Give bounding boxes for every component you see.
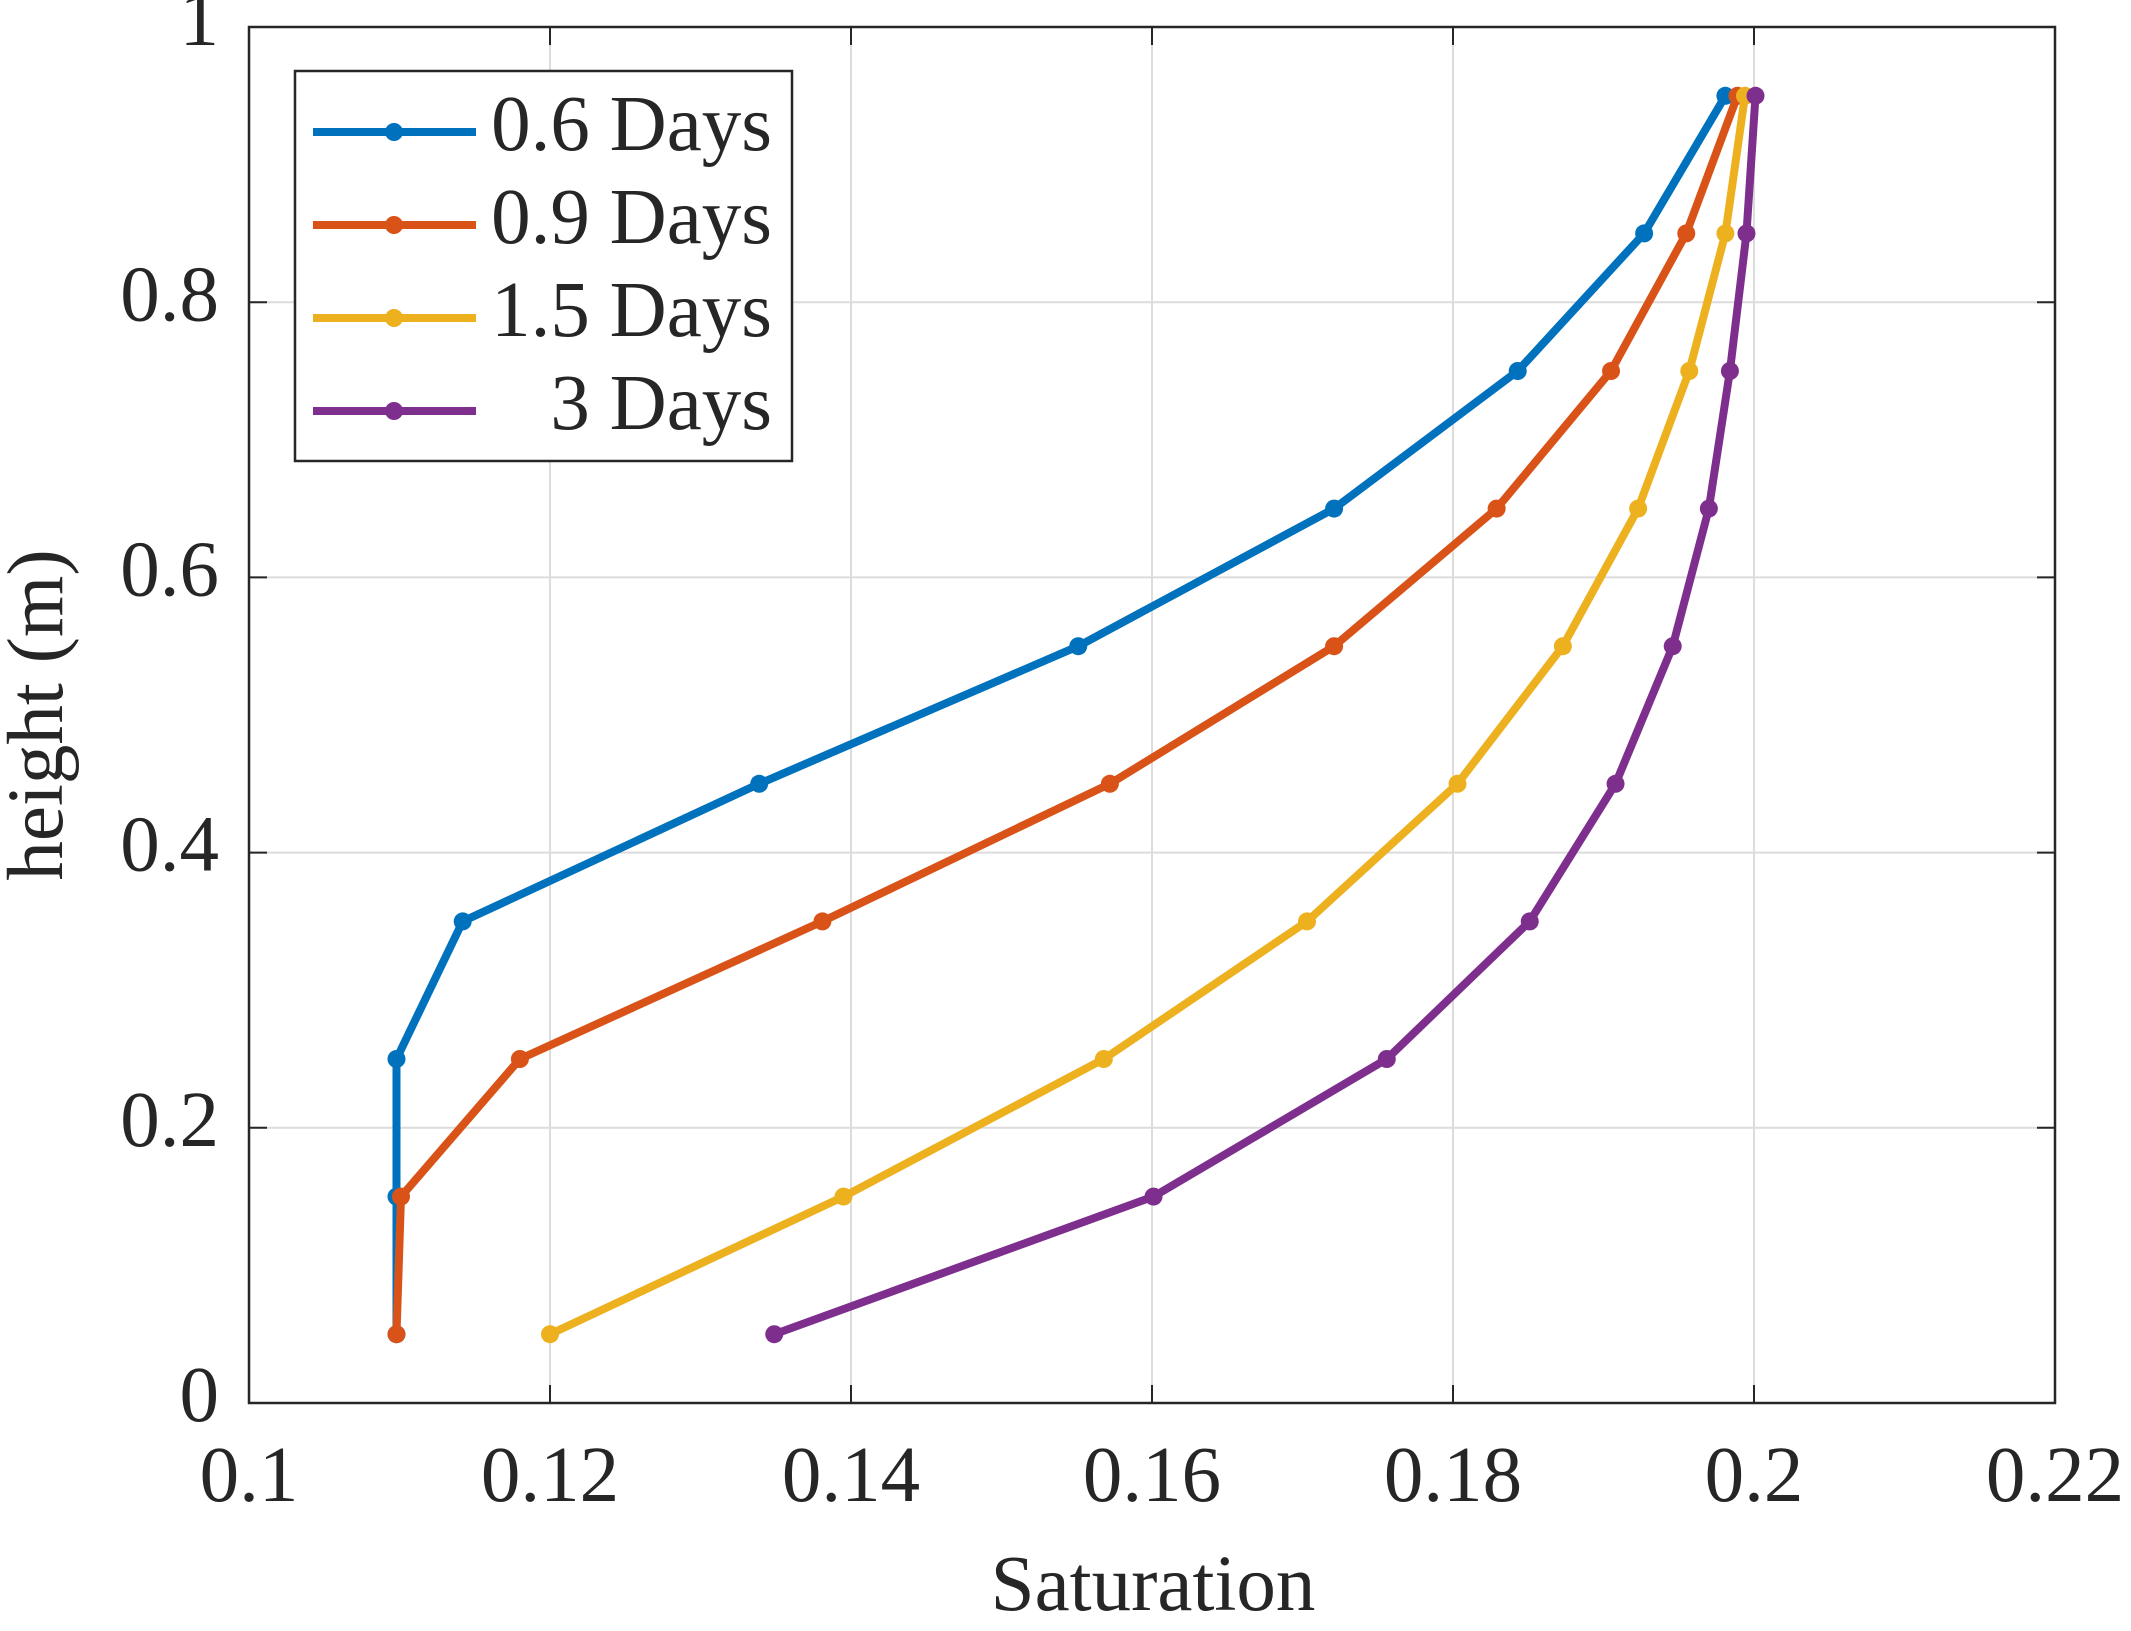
y-tick-label: 0.4 — [120, 802, 219, 889]
legend-label: 0.9 Days — [491, 174, 772, 261]
data-point — [1100, 774, 1119, 793]
y-tick-label: 1 — [180, 0, 220, 63]
data-point — [1144, 1187, 1163, 1206]
data-point — [1663, 637, 1682, 656]
data-point — [1520, 912, 1539, 931]
legend-marker — [385, 123, 403, 141]
data-point — [1325, 637, 1344, 656]
y-tick-label: 0 — [180, 1352, 220, 1439]
legend-label: 3 Days — [550, 360, 772, 447]
data-point — [1737, 224, 1756, 243]
series-line — [392, 93, 1729, 1335]
data-point — [541, 1325, 559, 1344]
data-point — [1094, 1050, 1113, 1068]
data-point — [387, 1325, 406, 1344]
data-point — [1606, 774, 1625, 793]
data-point — [392, 1187, 411, 1206]
data-point — [1377, 1050, 1396, 1068]
x-tick-label: 0.2 — [1705, 1432, 1804, 1519]
x-tick-label: 0.1 — [200, 1432, 299, 1519]
plot-frame — [247, 25, 2057, 1405]
data-point — [1448, 774, 1467, 793]
data-point — [1720, 362, 1739, 380]
x-tick-label: 0.14 — [782, 1432, 920, 1519]
legend-marker — [385, 216, 403, 234]
x-tick-label: 0.18 — [1384, 1432, 1522, 1519]
data-point — [1553, 637, 1572, 656]
data-point — [750, 774, 769, 793]
data-point — [1602, 362, 1621, 380]
x-tick-label: 0.12 — [481, 1432, 619, 1519]
data-point — [510, 1050, 529, 1068]
legend-marker — [385, 309, 403, 327]
data-point — [1716, 224, 1735, 243]
data-point — [1508, 362, 1527, 380]
data-point — [1487, 499, 1506, 518]
data-point — [1298, 912, 1317, 931]
series-line — [548, 95, 1749, 1338]
data-point — [1069, 637, 1088, 656]
legend-label: 0.6 Days — [491, 81, 772, 168]
series-line — [772, 95, 1760, 1338]
data-point — [834, 1187, 853, 1206]
data-point — [1699, 499, 1718, 518]
x-tick-label: 0.16 — [1083, 1432, 1221, 1519]
y-tick-label: 0.2 — [120, 1077, 219, 1164]
data-point — [387, 1050, 406, 1068]
data-point — [813, 912, 832, 931]
data-point — [765, 1325, 784, 1344]
data-point — [1635, 224, 1654, 243]
data-point — [453, 912, 472, 931]
data-point — [1746, 86, 1765, 105]
y-axis-label: height (m) — [0, 549, 80, 880]
data-point — [1629, 499, 1648, 518]
y-tick-label: 0.6 — [120, 527, 219, 614]
y-tick-label: 0.8 — [120, 251, 219, 338]
data-point — [1325, 499, 1344, 518]
series-line — [392, 94, 1742, 1335]
legend-label: 1.5 Days — [491, 267, 772, 354]
x-axis-label: Saturation — [991, 1541, 1316, 1628]
legend-marker — [385, 402, 403, 420]
data-point — [1680, 362, 1699, 380]
x-tick-label: 0.22 — [1986, 1432, 2124, 1519]
data-point — [1677, 224, 1696, 243]
